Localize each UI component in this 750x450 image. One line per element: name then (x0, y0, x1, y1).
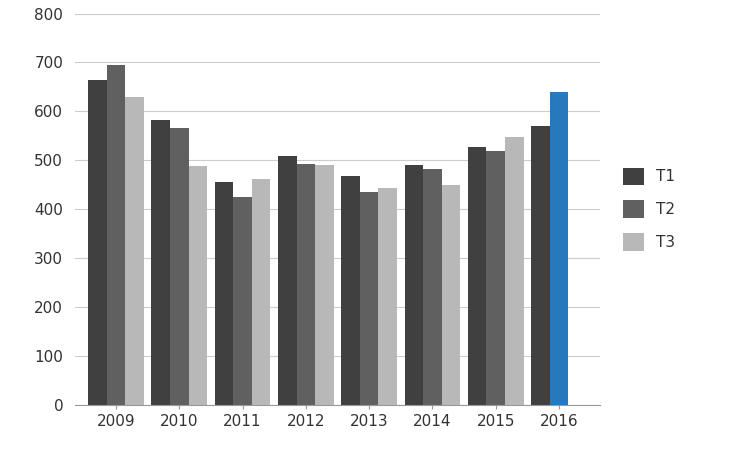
Bar (341, 176, 360, 405)
Bar (152, 120, 170, 405)
Bar (278, 157, 296, 405)
Bar (214, 182, 233, 405)
Bar (379, 188, 397, 405)
Bar (106, 65, 125, 405)
Bar (404, 165, 423, 405)
Bar (442, 185, 460, 405)
Bar (252, 179, 271, 405)
Bar (505, 137, 524, 405)
Bar (296, 164, 315, 405)
Bar (233, 197, 252, 405)
Bar (188, 166, 207, 405)
Bar (487, 151, 505, 405)
Bar (315, 165, 334, 405)
Bar (125, 97, 144, 405)
Bar (468, 147, 487, 405)
Bar (423, 169, 442, 405)
Bar (88, 80, 106, 405)
Bar (360, 192, 379, 405)
Bar (170, 127, 188, 405)
Bar (531, 126, 550, 405)
Legend: T1, T2, T3: T1, T2, T3 (618, 163, 680, 256)
Bar (550, 92, 568, 405)
